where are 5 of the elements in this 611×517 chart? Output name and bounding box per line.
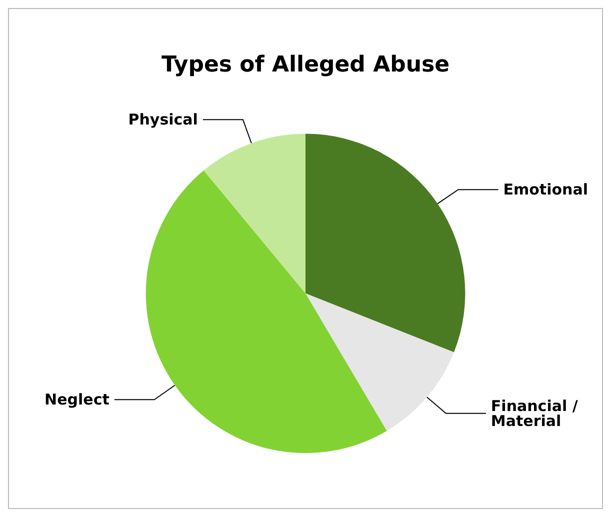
slice-label: Physical: [128, 110, 198, 129]
slice-label: Emotional: [503, 180, 588, 199]
slice-label: Neglect: [44, 390, 110, 409]
slice-label: Financial / Material: [490, 396, 584, 430]
chart-title: Types of Alleged Abuse: [161, 52, 450, 78]
